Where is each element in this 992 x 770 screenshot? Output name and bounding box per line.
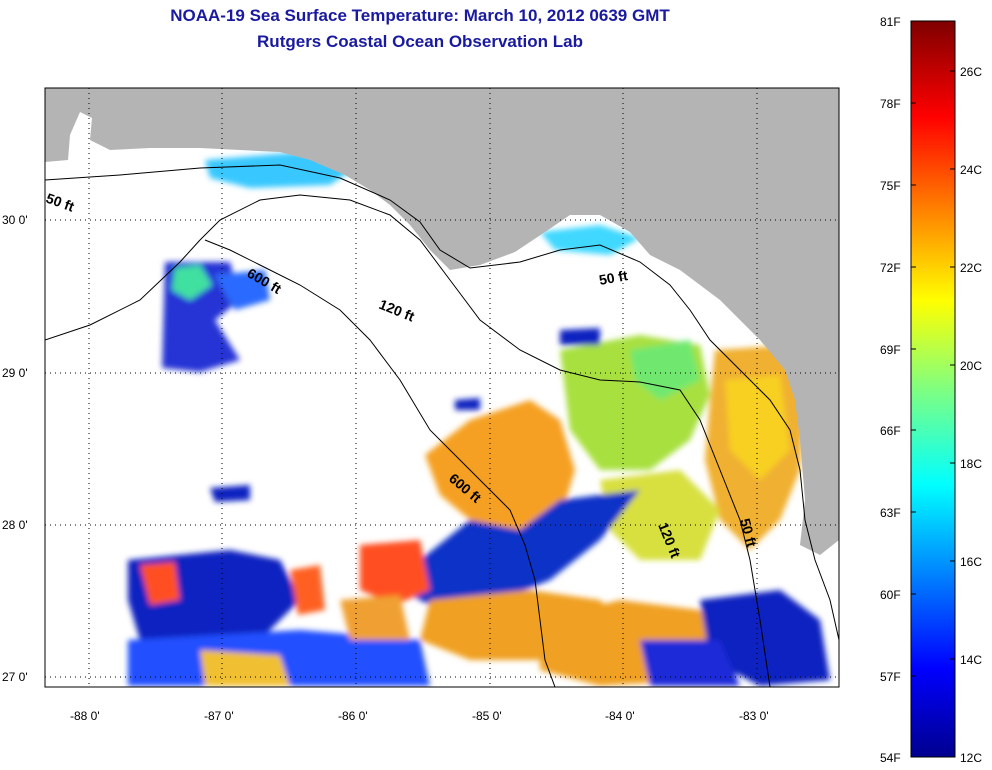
sst-data-layer: [128, 90, 830, 686]
contour-label-50ft-bigbend: 50 ft: [598, 267, 629, 288]
y-tick-label: 29 0': [2, 366, 28, 380]
colorbar-f-label: 54F: [880, 751, 901, 765]
x-tick-label: -84 0': [605, 709, 635, 723]
colorbar-f-label: 60F: [880, 588, 901, 602]
map-subtitle: Rutgers Coastal Ocean Observation Lab: [257, 32, 583, 51]
colorbar-f-label: 63F: [880, 506, 901, 520]
x-tick-label: -88 0': [70, 709, 100, 723]
map-area: [45, 88, 839, 687]
bathymetry-contours: [45, 164, 839, 687]
contour-label-50ft-south: 50 ft: [737, 517, 760, 549]
colorbar-c-label: 20C: [960, 359, 982, 373]
colorbar-c-label: 26C: [960, 65, 982, 79]
colorbar-f-label: 75F: [880, 179, 901, 193]
colorbar-f-label: 57F: [880, 670, 901, 684]
map-title: NOAA-19 Sea Surface Temperature: March 1…: [170, 6, 670, 25]
colorbar-c-label: 12C: [960, 751, 982, 765]
colorbar: 81F 78F 75F 72F 69F 66F 63F 60F 57F 54F …: [880, 15, 982, 765]
land-mass: [45, 88, 839, 555]
y-tick-label: 28 0': [2, 518, 28, 532]
colorbar-c-label: 14C: [960, 653, 982, 667]
colorbar-f-label: 66F: [880, 424, 901, 438]
y-tick-label: 27 0': [2, 670, 28, 684]
x-axis: -88 0' -87 0' -86 0' -85 0' -84 0' -83 0…: [70, 709, 769, 723]
colorbar-f-label: 69F: [880, 343, 901, 357]
colorbar-c-label: 24C: [960, 163, 982, 177]
x-tick-label: -87 0': [204, 709, 234, 723]
y-tick-label: 30 0': [2, 213, 28, 227]
colorbar-f-label: 78F: [880, 97, 901, 111]
colorbar-c-label: 18C: [960, 457, 982, 471]
y-axis: 30 0' 29 0' 28 0' 27 0': [2, 213, 28, 684]
x-tick-label: -86 0': [338, 709, 368, 723]
x-tick-label: -85 0': [472, 709, 502, 723]
map-frame: [44, 87, 840, 688]
x-tick-label: -83 0': [739, 709, 769, 723]
colorbar-gradient: [910, 20, 956, 758]
colorbar-f-label: 81F: [880, 15, 901, 29]
colorbar-c-label: 16C: [960, 555, 982, 569]
colorbar-f-label: 72F: [880, 261, 901, 275]
colorbar-c-label: 22C: [960, 261, 982, 275]
